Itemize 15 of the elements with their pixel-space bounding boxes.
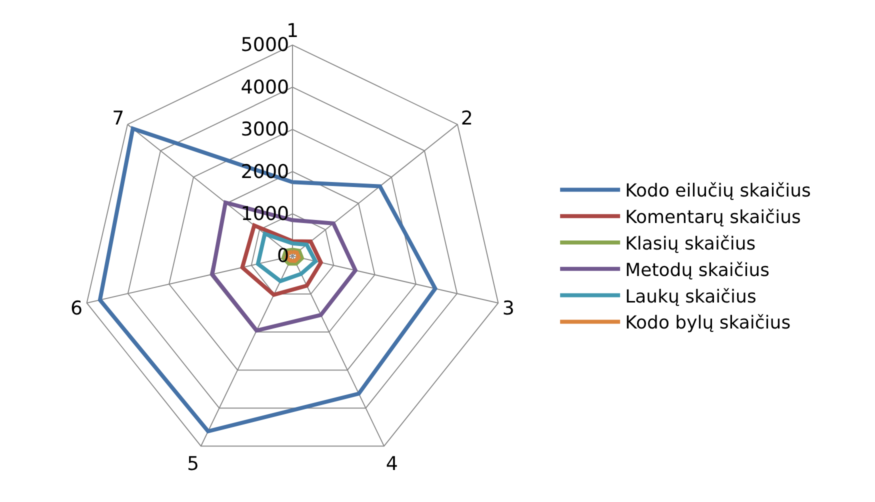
y-tick-label: 5000 — [240, 34, 290, 56]
spoke-label: 2 — [460, 108, 473, 130]
y-tick-label: 3000 — [240, 118, 290, 141]
spoke-label: 6 — [70, 298, 83, 320]
spoke-label: 4 — [386, 452, 398, 475]
legend-label: Kodo bylų skaičius — [625, 312, 791, 334]
y-tick-label: 4000 — [240, 76, 290, 98]
spoke-label: 3 — [502, 298, 514, 320]
spoke-label: 7 — [112, 108, 124, 130]
legend-label: Klasių skaičius — [625, 234, 756, 255]
legend-label: Laukų skaičius — [625, 286, 756, 308]
legend-label: Komentarų skaičius — [625, 207, 801, 228]
spoke-label: 5 — [186, 452, 200, 475]
legend-label: Kodo eilučių skaičius — [625, 180, 811, 202]
legend-label: Metodų skaičius — [625, 260, 770, 281]
